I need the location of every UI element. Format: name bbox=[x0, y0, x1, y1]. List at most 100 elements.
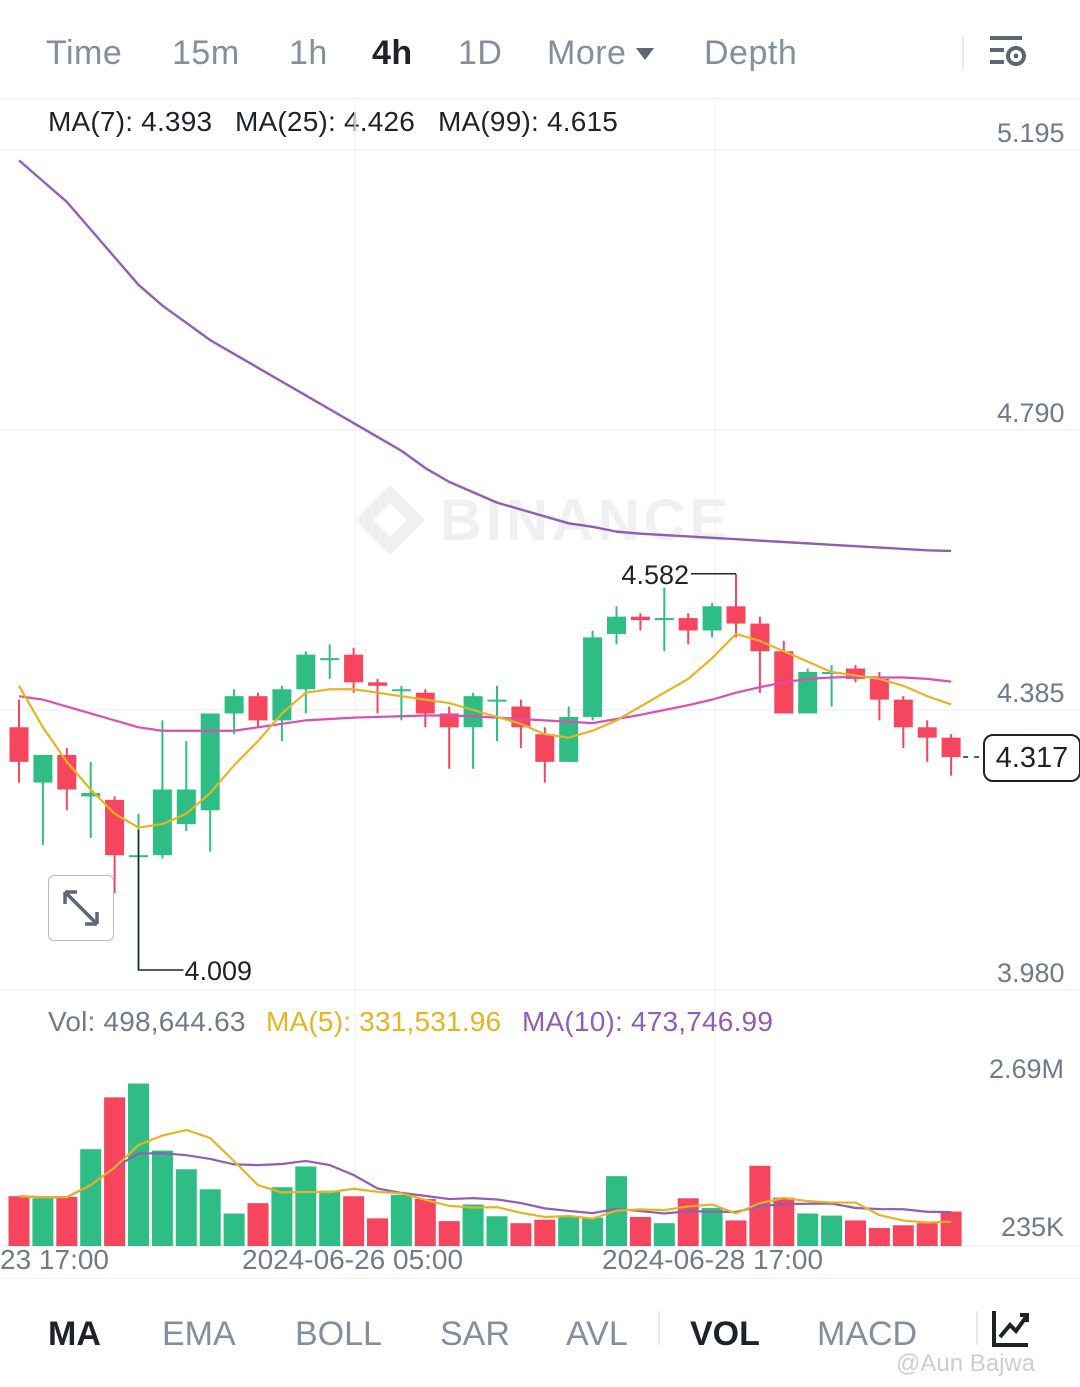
volume-bar bbox=[725, 1220, 747, 1246]
volume-bar bbox=[128, 1083, 149, 1246]
candle-body bbox=[654, 618, 674, 621]
chart-settings-icon[interactable] bbox=[984, 34, 1034, 74]
volume-bar bbox=[32, 1198, 54, 1246]
candle-body bbox=[846, 668, 865, 679]
candle-body bbox=[344, 654, 364, 683]
volume-bar bbox=[821, 1215, 843, 1246]
time-axis-label: 2024-06-28 17:00 bbox=[602, 1244, 824, 1275]
volume-bar bbox=[462, 1204, 484, 1246]
indicator-bar: MA EMA BOLL SAR AVL VOL MACD bbox=[0, 1278, 1080, 1387]
price-axis-label: 3.980 bbox=[997, 958, 1065, 988]
time-axis-label: 23 17:00 bbox=[0, 1244, 109, 1275]
indicator-ma[interactable]: MA bbox=[48, 1315, 101, 1353]
volume-bar bbox=[56, 1196, 78, 1246]
divider bbox=[658, 1311, 660, 1345]
indicator-macd[interactable]: MACD bbox=[817, 1315, 918, 1353]
volume-bar bbox=[8, 1196, 30, 1246]
tab-1d[interactable]: 1D bbox=[458, 34, 503, 72]
ma7-legend: MA(7): 4.393 bbox=[48, 106, 213, 137]
binance-logo-icon bbox=[355, 485, 425, 555]
volume-bar bbox=[223, 1213, 245, 1246]
candle-body bbox=[559, 716, 579, 762]
tab-depth[interactable]: Depth bbox=[704, 34, 798, 72]
indicator-settings-icon[interactable] bbox=[990, 1309, 1030, 1349]
ma25-legend: MA(25): 4.426 bbox=[235, 106, 416, 137]
indicator-avl[interactable]: AVL bbox=[566, 1315, 628, 1353]
candle-body bbox=[917, 727, 937, 738]
tab-15m[interactable]: 15m bbox=[172, 34, 240, 72]
volume-ma10-legend: MA(10): 473,746.99 bbox=[522, 1006, 774, 1037]
volume-bar bbox=[510, 1223, 532, 1246]
volume-bar bbox=[797, 1213, 819, 1246]
candle-body bbox=[33, 754, 53, 783]
volume-bar bbox=[653, 1223, 675, 1246]
volume-bar bbox=[367, 1218, 388, 1246]
candle-body bbox=[415, 692, 435, 714]
volume-bar bbox=[343, 1196, 365, 1246]
candle-body bbox=[224, 696, 244, 714]
price-chart[interactable]: BINANCE 4.582 4.009 bbox=[0, 0, 1080, 1280]
indicator-boll[interactable]: BOLL bbox=[295, 1315, 382, 1353]
volume-bar bbox=[916, 1223, 938, 1246]
volume-bar bbox=[940, 1211, 962, 1246]
volume-bar bbox=[390, 1194, 412, 1246]
author-credit: @Aun Bajwa bbox=[896, 1350, 1036, 1377]
candle-body bbox=[439, 713, 459, 728]
candle-body bbox=[57, 754, 77, 790]
volume-bar bbox=[175, 1169, 197, 1246]
candle-body bbox=[535, 734, 555, 762]
ma25-line bbox=[18, 675, 952, 732]
volume-ma5-legend: MA(5): 331,531.96 bbox=[266, 1006, 502, 1037]
tab-more-label: More bbox=[547, 34, 627, 72]
tab-1h[interactable]: 1h bbox=[289, 34, 328, 72]
candle-body bbox=[941, 737, 961, 758]
volume-bar bbox=[773, 1197, 795, 1246]
candle-body bbox=[463, 696, 483, 728]
candle-body bbox=[702, 606, 722, 631]
ma7-line bbox=[18, 632, 952, 829]
volume-bar bbox=[414, 1198, 436, 1246]
price-axis-label: 4.385 bbox=[997, 678, 1065, 708]
volume-ma5-line bbox=[18, 1128, 952, 1224]
candle-body bbox=[152, 789, 172, 856]
volume-bar bbox=[868, 1228, 890, 1246]
fullscreen-expand-icon[interactable] bbox=[48, 875, 114, 941]
volume-bar bbox=[295, 1166, 317, 1246]
candle-body bbox=[893, 699, 913, 728]
volume-bar bbox=[80, 1149, 102, 1246]
candle-body bbox=[391, 689, 411, 692]
volume-bar bbox=[892, 1225, 914, 1246]
indicator-vol[interactable]: VOL bbox=[690, 1315, 760, 1353]
caret-down-icon bbox=[636, 47, 655, 60]
ma99-legend: MA(99): 4.615 bbox=[438, 106, 619, 137]
low-marker-leader bbox=[137, 829, 184, 971]
candle-body bbox=[320, 658, 340, 661]
indicator-ema[interactable]: EMA bbox=[162, 1315, 236, 1353]
candle-body bbox=[726, 606, 746, 624]
volume-axis-label: 2.69M bbox=[989, 1054, 1065, 1084]
candle-body bbox=[750, 623, 770, 652]
candle-body bbox=[272, 689, 292, 721]
candle-body bbox=[869, 678, 889, 700]
volume-legend: Vol: 498,644.63 bbox=[48, 1006, 246, 1037]
candle-body bbox=[630, 616, 650, 621]
current-price-label: 4.317 bbox=[983, 734, 1080, 782]
tab-more[interactable]: More bbox=[547, 34, 655, 73]
candle-body bbox=[798, 671, 818, 714]
volume-bar bbox=[104, 1097, 126, 1246]
volume-bar bbox=[271, 1187, 293, 1246]
divider bbox=[962, 36, 964, 70]
tab-time[interactable]: Time bbox=[46, 34, 123, 72]
candle-body bbox=[248, 696, 268, 721]
candle-body bbox=[81, 792, 101, 797]
tab-4h[interactable]: 4h bbox=[372, 34, 413, 72]
volume-bar bbox=[582, 1217, 604, 1246]
volume-ma10-line bbox=[18, 1152, 952, 1215]
time-axis-label: 2024-06-26 05:00 bbox=[242, 1244, 464, 1275]
volume-bar bbox=[438, 1221, 460, 1246]
indicator-sar[interactable]: SAR bbox=[440, 1315, 510, 1353]
candle-body bbox=[487, 699, 507, 702]
divider bbox=[976, 1311, 978, 1345]
high-price-marker: 4.582 bbox=[621, 560, 689, 590]
volume-bar bbox=[534, 1219, 556, 1246]
